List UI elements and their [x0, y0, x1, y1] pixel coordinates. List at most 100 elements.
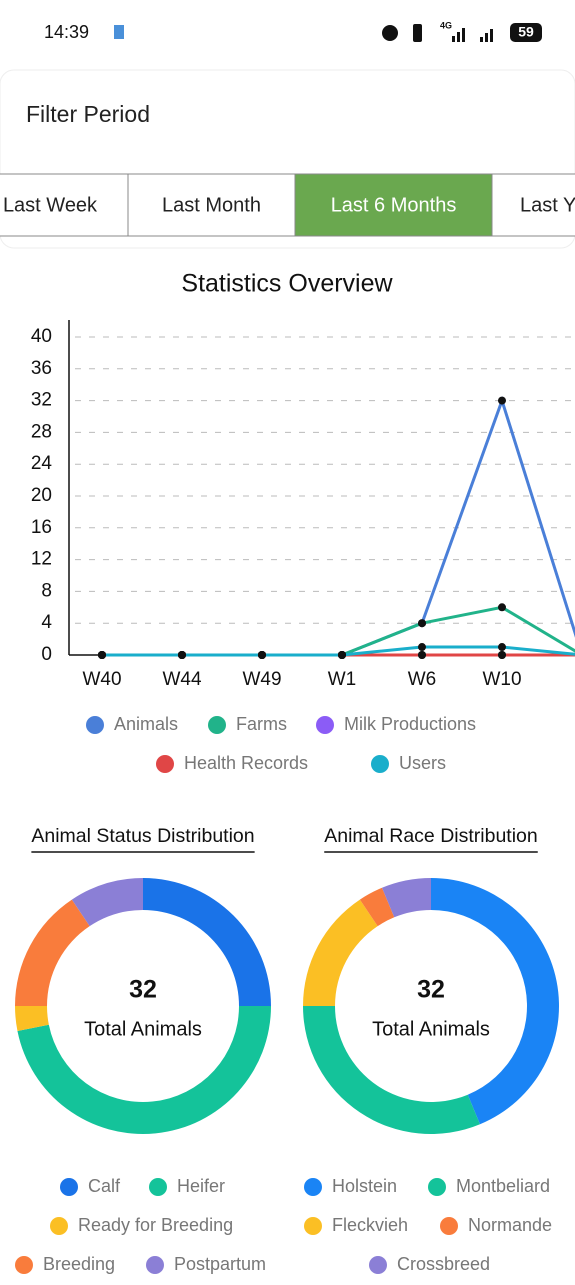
tab-background [491, 173, 575, 237]
tab-background [294, 173, 493, 237]
tab-label: Last Year [520, 194, 575, 216]
legend-swatch [50, 1217, 68, 1235]
y-tick-label: 20 [31, 485, 52, 506]
legend-item[interactable]: Crossbreed [369, 1254, 490, 1274]
donut-segment [382, 878, 431, 918]
legend-item[interactable]: Postpartum [146, 1254, 266, 1274]
x-tick-label: W10 [482, 669, 521, 690]
data-point [498, 396, 506, 405]
data-point [98, 651, 106, 659]
donut-chart: Animal Status Distribution 32 Total Animal… [15, 825, 271, 1274]
y-tick-label: 0 [41, 644, 52, 665]
y-tick-label: 24 [31, 453, 53, 474]
tab-background [0, 173, 129, 237]
legend-label: Fleckvieh [332, 1215, 408, 1235]
legend-swatch [371, 755, 389, 773]
legend-label: Calf [88, 1176, 121, 1196]
legend-label: Normande [468, 1215, 552, 1235]
signal-icon [452, 28, 493, 42]
donut-segment [431, 878, 560, 1125]
x-tick-label: W40 [82, 669, 121, 690]
legend-swatch [440, 1217, 458, 1235]
tab-label: Last 6 Months [331, 194, 457, 216]
donut-charts: Animal Status Distribution 32 Total Animal… [15, 825, 560, 1274]
data-point [258, 651, 266, 659]
series-line [102, 395, 575, 657]
tab-label: Last Week [3, 194, 98, 216]
y-tick-label: 16 [31, 517, 52, 538]
legend-swatch [15, 1256, 33, 1274]
x-tick-label: W6 [408, 669, 437, 690]
tab[interactable]: Last Week [0, 173, 129, 237]
y-tick-label: 28 [31, 421, 52, 442]
y-tick-label: 40 [31, 326, 52, 347]
legend-item[interactable]: Milk Productions [316, 714, 476, 734]
legend-swatch [146, 1256, 164, 1274]
y-tick-label: 36 [31, 358, 52, 379]
data-point [498, 643, 506, 652]
donut-total: 32 [129, 976, 157, 1004]
legend-label: Holstein [332, 1176, 397, 1196]
plot-area [98, 395, 575, 659]
legend-item[interactable]: Montbeliard [428, 1176, 550, 1196]
donut-total: 32 [417, 976, 445, 1004]
legend-label: Health Records [184, 753, 308, 773]
x-tick-label: W49 [242, 669, 281, 690]
legend-item[interactable]: Farms [208, 714, 287, 734]
legend-item[interactable]: Fleckvieh [304, 1215, 408, 1235]
legend-item[interactable]: Calf [60, 1176, 121, 1196]
y-tick-label: 32 [31, 390, 52, 411]
data-point [498, 603, 506, 612]
legend-label: Animals [114, 714, 178, 734]
tab-label: Last Month [162, 194, 261, 216]
donut-segment [15, 1006, 49, 1031]
hourglass-icon [114, 25, 124, 39]
y-tick-label: 8 [41, 580, 52, 601]
legend-item[interactable]: Health Records [156, 753, 308, 773]
data-point [418, 619, 426, 628]
legend-swatch [304, 1178, 322, 1196]
tab[interactable]: Last 6 Months [294, 173, 493, 237]
donut-segment [303, 899, 378, 1006]
donut-title: Animal Status Distribution [31, 825, 254, 847]
legend-item[interactable]: Normande [440, 1215, 552, 1235]
donut-title: Animal Race Distribution [324, 825, 538, 847]
legend-swatch [208, 716, 226, 734]
y-tick-label: 12 [31, 549, 52, 570]
vibrate-icon [413, 24, 422, 42]
legend-label: Farms [236, 714, 287, 734]
legend-label: Postpartum [174, 1254, 266, 1274]
legend-item[interactable]: Heifer [149, 1176, 225, 1196]
filter-title: Filter Period [26, 101, 150, 127]
donut-total-label: Total Animals [84, 1018, 202, 1040]
data-point [498, 651, 506, 659]
x-tick-label: W44 [162, 669, 202, 690]
tab-row: Last Week Last Month Last 6 Months Last Yea… [0, 173, 575, 237]
legend-item[interactable]: Ready for Breeding [50, 1215, 233, 1235]
legend-swatch [369, 1256, 387, 1274]
legend-item[interactable]: Users [371, 753, 446, 773]
legend-item[interactable]: Animals [86, 714, 178, 734]
donut-chart: Animal Race Distribution 32 Total Animals H… [303, 825, 560, 1274]
legend-swatch [156, 755, 174, 773]
tab[interactable]: Last Year [491, 173, 575, 237]
legend-item[interactable]: Breeding [15, 1254, 115, 1274]
battery-level: 59 [518, 24, 534, 40]
donut-segment [17, 1006, 271, 1135]
tab[interactable]: Last Month [127, 173, 296, 237]
legend-swatch [149, 1178, 167, 1196]
donut-segment [359, 887, 395, 927]
donut-segment [303, 1006, 480, 1134]
legend-label: Milk Productions [344, 714, 476, 734]
legend-item[interactable]: Holstein [304, 1176, 397, 1196]
legend-label: Heifer [177, 1176, 225, 1196]
data-point [418, 651, 426, 659]
legend-swatch [86, 716, 104, 734]
tab-background [127, 173, 296, 237]
donut-segment [71, 878, 143, 927]
legend-label: Breeding [43, 1254, 115, 1274]
status-time: 14:39 [44, 22, 89, 42]
network-type: 4G [440, 20, 452, 30]
